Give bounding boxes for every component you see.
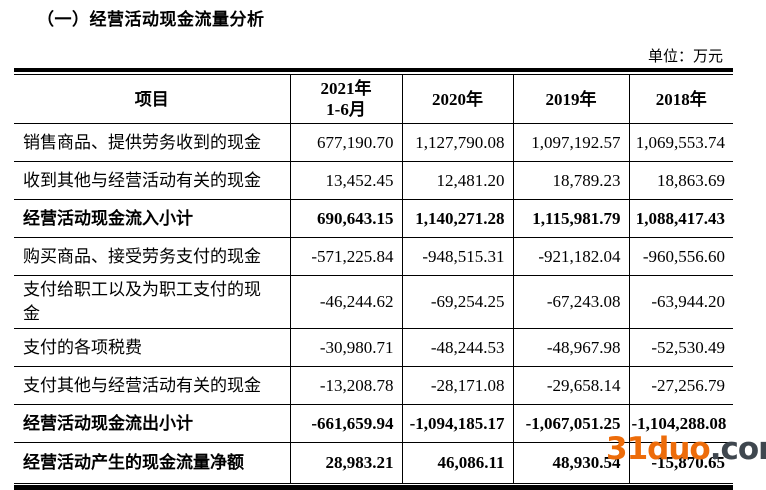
row-value-cell: 1,140,271.28 bbox=[401, 199, 513, 238]
row-value-cell: 18,863.69 bbox=[628, 161, 733, 200]
table-row: 支付的各项税费 -30,980.71 -48,244.53 -48,967.98 -52… bbox=[14, 328, 733, 367]
row-item-cell: 支付给职工以及为职工支付的现金 bbox=[14, 275, 290, 329]
row-item-cell: 支付的各项税费 bbox=[14, 328, 290, 367]
row-value-cell: -69,254.25 bbox=[401, 275, 513, 329]
row-item-cell: 经营活动现金流出小计 bbox=[14, 404, 290, 443]
watermark-brand: 31duo bbox=[606, 431, 711, 467]
row-value-cell: 1,115,981.79 bbox=[512, 199, 629, 238]
table-row: 支付其他与经营活动有关的现金 -13,208.78 -28,171.08 -29,65… bbox=[14, 366, 733, 405]
row-value-cell: -67,243.08 bbox=[512, 275, 629, 329]
row-value-cell: -1,094,185.17 bbox=[401, 404, 513, 443]
row-value-cell: -1,104,288.08 bbox=[628, 404, 733, 443]
row-item-cell: 经营活动现金流入小计 bbox=[14, 199, 290, 238]
row-value-cell: -13,208.78 bbox=[289, 366, 402, 405]
row-value-cell: -921,182.04 bbox=[512, 237, 629, 276]
section-title: （一）经营活动现金流量分析 bbox=[37, 10, 265, 29]
column-header-period: 2019年 bbox=[512, 74, 629, 124]
column-header-item: 项目 bbox=[14, 74, 290, 124]
row-value-cell: -63,944.20 bbox=[628, 275, 733, 329]
row-value-cell: 690,643.15 bbox=[289, 199, 402, 238]
watermark: 31duo.com bbox=[606, 432, 766, 466]
watermark-suffix: .com bbox=[709, 431, 766, 467]
table-top-rule bbox=[14, 68, 733, 72]
row-value-cell: -960,556.60 bbox=[628, 237, 733, 276]
row-value-cell: -46,244.62 bbox=[289, 275, 402, 329]
row-value-cell: 12,481.20 bbox=[401, 161, 513, 200]
row-value-cell: -52,530.49 bbox=[628, 328, 733, 367]
row-value-cell: 1,127,790.08 bbox=[401, 123, 513, 162]
row-value-cell: -30,980.71 bbox=[289, 328, 402, 367]
table-bottom-rule bbox=[14, 485, 733, 490]
row-item-cell: 支付其他与经营活动有关的现金 bbox=[14, 366, 290, 405]
row-value-cell: 677,190.70 bbox=[289, 123, 402, 162]
row-value-cell: -1,067,051.25 bbox=[512, 404, 629, 443]
column-header-period: 2020年 bbox=[401, 74, 513, 124]
row-value-cell: 46,086.11 bbox=[401, 442, 513, 484]
unit-label: 单位：万元 bbox=[647, 49, 723, 65]
row-value-cell: -661,659.94 bbox=[289, 404, 402, 443]
table-row: 经营活动现金流出小计 -661,659.94 -1,094,185.17 -1,067… bbox=[14, 404, 733, 443]
table-body: 销售商品、提供劳务收到的现金 677,190.70 1,127,790.08 1,09… bbox=[14, 123, 733, 484]
cash-flow-table: 项目 2021年 1-6月 2020年 2019年 2018年 销售商品、提供劳务收到的现… bbox=[14, 74, 733, 484]
row-value-cell: -948,515.31 bbox=[401, 237, 513, 276]
row-value-cell: -571,225.84 bbox=[289, 237, 402, 276]
row-item-cell: 收到其他与经营活动有关的现金 bbox=[14, 161, 290, 200]
row-value-cell: 13,452.45 bbox=[289, 161, 402, 200]
table-row: 经营活动现金流入小计 690,643.15 1,140,271.28 1,115,98… bbox=[14, 199, 733, 238]
row-value-cell: -27,256.79 bbox=[628, 366, 733, 405]
column-header-period: 2021年 1-6月 bbox=[289, 74, 402, 124]
row-item-cell: 销售商品、提供劳务收到的现金 bbox=[14, 123, 290, 162]
column-header-period: 2018年 bbox=[628, 74, 733, 124]
row-value-cell: 18,789.23 bbox=[512, 161, 629, 200]
row-item-cell: 经营活动产生的现金流量净额 bbox=[14, 442, 290, 484]
table-row: 购买商品、接受劳务支付的现金 -571,225.84 -948,515.31 -921… bbox=[14, 237, 733, 276]
row-value-cell: -28,171.08 bbox=[401, 366, 513, 405]
cash-flow-table-container: 项目 2021年 1-6月 2020年 2019年 2018年 销售商品、提供劳务收到的现… bbox=[14, 68, 733, 490]
row-value-cell: 1,097,192.57 bbox=[512, 123, 629, 162]
table-row: 支付给职工以及为职工支付的现金 -46,244.62 -69,254.25 -67,2… bbox=[14, 275, 733, 329]
table-header: 项目 2021年 1-6月 2020年 2019年 2018年 bbox=[14, 74, 733, 124]
row-value-cell: -48,244.53 bbox=[401, 328, 513, 367]
row-value-cell: -48,967.98 bbox=[512, 328, 629, 367]
row-value-cell: -29,658.14 bbox=[512, 366, 629, 405]
header-row: 项目 2021年 1-6月 2020年 2019年 2018年 bbox=[14, 74, 733, 124]
table-row: 收到其他与经营活动有关的现金 13,452.45 12,481.20 18,789.2… bbox=[14, 161, 733, 200]
row-value-cell: 1,069,553.74 bbox=[628, 123, 733, 162]
table-row: 销售商品、提供劳务收到的现金 677,190.70 1,127,790.08 1,09… bbox=[14, 123, 733, 162]
row-value-cell: 28,983.21 bbox=[289, 442, 402, 484]
row-value-cell: 1,088,417.43 bbox=[628, 199, 733, 238]
row-item-cell: 购买商品、接受劳务支付的现金 bbox=[14, 237, 290, 276]
